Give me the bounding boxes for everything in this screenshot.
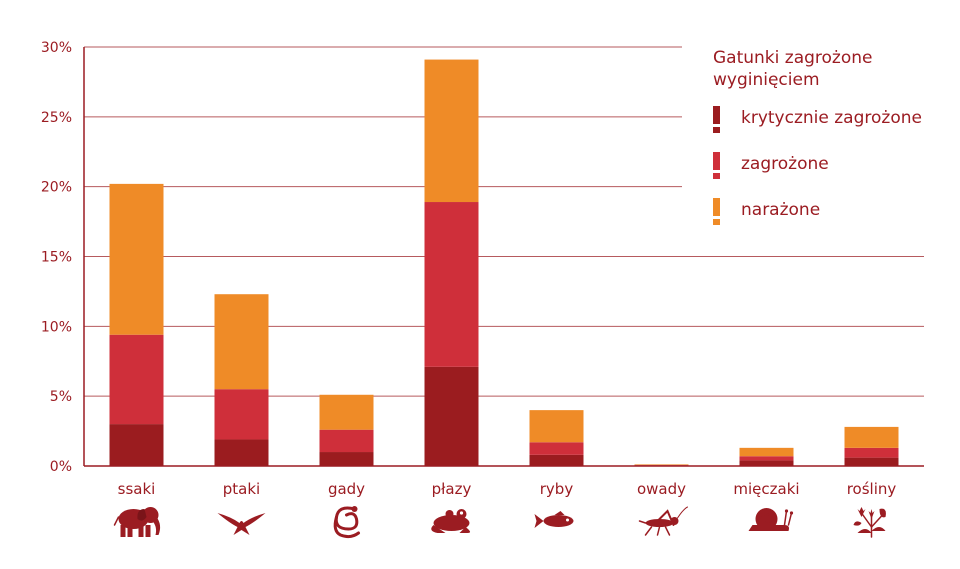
category-label: ptaki [223, 480, 260, 498]
legend-swatch [713, 152, 720, 170]
legend-title-line-2: wyginięciem [713, 70, 820, 90]
category-label: mięczaki [733, 480, 799, 498]
legend-label: narażone [741, 200, 820, 220]
bar-segment [424, 202, 479, 367]
y-tick-label: 30% [41, 40, 72, 56]
legend-swatch [713, 106, 720, 124]
y-tick-label: 5% [50, 389, 72, 405]
frog-icon [431, 509, 471, 533]
category-labels: ssaki ptaki gady płazy ryby owady mięczaki rośl… [118, 480, 897, 498]
bar-segment [844, 457, 899, 466]
y-tick-label: 20% [41, 180, 72, 196]
elephant-icon [113, 507, 161, 537]
legend-title-line-1: Gatunki zagrożone [713, 48, 872, 68]
y-tick-label: 15% [41, 250, 72, 266]
snail-icon [748, 508, 794, 531]
bar-segment [424, 59, 479, 203]
bar-segment [634, 464, 689, 465]
bar-segment [109, 183, 164, 335]
category-label: gady [328, 480, 365, 498]
legend: Gatunki zagrożone wyginięciem krytycznie… [682, 38, 932, 238]
y-tick-label: 10% [41, 319, 72, 335]
y-tick-label: 0% [50, 459, 72, 475]
bar-segment [739, 447, 794, 457]
bar-segment [739, 456, 794, 461]
legend-swatch-dot [713, 219, 720, 225]
category-label: płazy [432, 480, 472, 498]
y-tick-label: 25% [41, 110, 72, 126]
legend-label: krytycznie zagrożone [741, 108, 922, 128]
fish-icon [534, 511, 574, 528]
bars [109, 59, 899, 466]
category-label: rośliny [847, 480, 897, 498]
y-axis-ticks: 0% 5% 10% 15% 20% 25% 30% [41, 40, 72, 475]
legend-background [682, 38, 932, 238]
bar-segment [319, 452, 374, 466]
snake-icon [333, 506, 360, 539]
bar-segment [319, 429, 374, 453]
bar-segment [529, 454, 584, 466]
bar-segment [214, 294, 269, 390]
legend-label: zagrożone [741, 154, 829, 174]
bird-icon [217, 513, 266, 535]
bar-segment [109, 334, 164, 425]
bar-segment [319, 394, 374, 430]
category-label: owady [637, 480, 686, 498]
legend-swatch [713, 198, 720, 216]
bar-segment [844, 447, 899, 458]
bar-segment [214, 389, 269, 440]
bar-segment [109, 424, 164, 466]
category-label: ssaki [118, 480, 156, 498]
grasshopper-icon [638, 506, 688, 536]
plant-icon [853, 507, 886, 538]
category-icons [113, 506, 886, 539]
bar-segment [844, 426, 899, 448]
bar-segment [529, 442, 584, 455]
bar-segment [739, 460, 794, 466]
category-label: ryby [540, 480, 574, 498]
legend-swatch-dot [713, 127, 720, 133]
bar-segment [214, 439, 269, 466]
bar-segment [424, 366, 479, 466]
legend-swatch-dot [713, 173, 720, 179]
bar-segment [529, 410, 584, 443]
